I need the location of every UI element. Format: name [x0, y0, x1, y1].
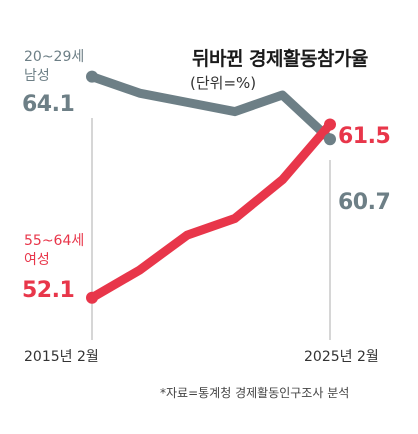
- men-gender-label: 남성: [24, 68, 50, 84]
- men-point-0: [86, 70, 98, 83]
- unit-label: (단위=%): [190, 74, 257, 92]
- source-note: *자료=통계청 경제활동인구조사 분석: [160, 386, 350, 400]
- x-tick-label-start: 2015년 2월: [24, 349, 99, 365]
- men-point-5: [324, 133, 336, 146]
- women-age-label: 55~64세: [24, 233, 85, 249]
- chart-title: 뒤바뀐 경제활동참가율: [192, 48, 368, 70]
- men-age-label: 20~29세: [24, 49, 85, 65]
- women-point-0: [86, 291, 98, 304]
- men-start-value: 64.1: [22, 92, 75, 117]
- men-group-label: 20~29세 남성: [24, 48, 84, 86]
- men-end-value: 60.7: [338, 190, 391, 215]
- x-tick-label-end: 2025년 2월: [304, 349, 379, 365]
- women-gender-label: 여성: [24, 252, 50, 268]
- women-group-label: 55~64세 여성: [24, 232, 84, 270]
- women-series-line: [89, 121, 334, 302]
- women-start-value: 52.1: [22, 278, 75, 303]
- series-points: [86, 70, 336, 304]
- women-end-value: 61.5: [338, 124, 391, 149]
- men-series-line: [90, 72, 334, 143]
- women-point-5: [324, 118, 336, 131]
